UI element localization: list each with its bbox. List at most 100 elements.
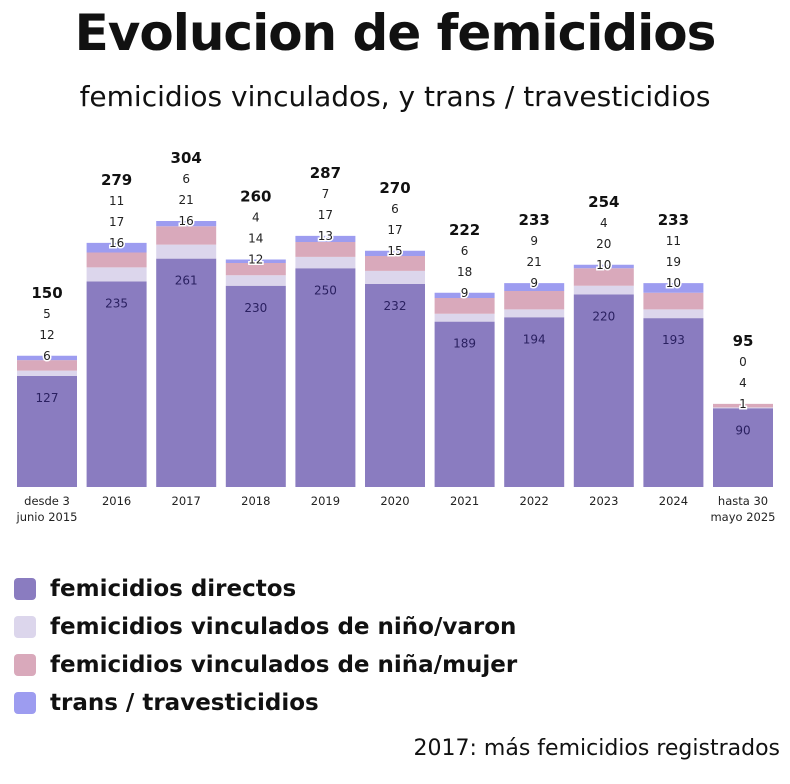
data-label-directos: 235 [105,296,128,310]
bar-segment-1 [573,285,634,295]
legend-swatch [14,578,36,600]
data-label-series-3: 5 [43,307,51,321]
data-label-total: 222 [449,221,480,239]
bar-segment-1 [365,270,425,284]
bar-segment-1 [504,309,565,318]
data-label-total: 279 [101,171,132,189]
bar-segment-1 [713,407,773,409]
legend-label: femicidios vinculados de niña/mujer [50,652,518,678]
legend-swatch [14,654,36,676]
bar-segment-0 [713,408,773,487]
data-label-series-1: 15 [387,244,402,258]
bar-segment-0 [156,258,217,487]
x-tick-label: desde 3 [24,494,70,508]
x-tick-label: 2019 [311,494,340,508]
data-label-series-2: 17 [387,223,402,237]
data-label-total: 254 [588,193,619,211]
data-label-series-2: 17 [318,208,333,222]
legend-item: femicidios vinculados de niño/varon [14,614,516,640]
bar-segment-1 [643,309,704,319]
x-tick-label: 2018 [241,494,270,508]
bar-segment-3 [434,292,495,298]
legend-label: trans / travesticidios [50,690,319,716]
data-label-series-2: 18 [457,265,472,279]
bar-segment-0 [434,321,495,487]
bar-segment-0 [504,317,565,487]
data-label-series-3: 11 [109,194,124,208]
x-tick-label: 2023 [589,494,618,508]
data-label-series-3: 0 [739,355,747,369]
data-label-series-2: 20 [596,237,611,251]
bar-segment-2 [225,263,286,276]
legend-swatch [14,616,36,638]
bar-segment-1 [225,275,286,286]
data-label-series-2: 4 [739,376,747,390]
bar-segment-2 [713,403,773,408]
bar-segment-1 [295,256,356,269]
bar-segment-3 [17,355,77,361]
bar-segment-3 [225,259,286,263]
bar-segment-2 [573,268,634,286]
data-label-directos: 230 [244,301,267,315]
data-label-total: 287 [310,164,341,182]
data-label-directos: 261 [175,274,198,288]
bar-segment-1 [156,244,217,259]
data-label-series-1: 6 [43,349,51,363]
data-label-series-2: 21 [527,255,542,269]
x-tick-label: 2020 [380,494,409,508]
data-label-series-2: 12 [39,328,54,342]
data-label-series-3: 6 [461,244,469,258]
legend-item: femicidios vinculados de niña/mujer [14,652,517,678]
bar-segment-0 [225,285,286,487]
data-label-series-1: 10 [666,276,681,290]
data-label-total: 233 [519,211,550,229]
data-label-series-2: 19 [666,255,681,269]
data-label-total: 233 [658,211,689,229]
legend-label: femicidios directos [50,576,297,602]
x-tick-label: 2024 [659,494,688,508]
data-label-total: 150 [31,284,62,302]
data-label-directos: 90 [735,423,750,437]
bar-segment-2 [86,252,147,268]
data-label-series-3: 6 [391,202,399,216]
data-label-series-3: 4 [252,211,260,225]
bar-segment-0 [643,318,704,487]
bar-segment-3 [365,250,425,256]
data-label-total: 95 [733,332,754,350]
data-label-series-3: 7 [322,187,330,201]
data-label-total: 270 [379,179,410,197]
data-label-series-1: 1 [739,397,747,411]
data-label-series-3: 9 [530,234,538,248]
bar-segment-2 [434,298,495,314]
bar-segment-1 [17,370,77,376]
legend-swatch [14,692,36,714]
data-label-directos: 193 [662,333,685,347]
x-tick-label: mayo 2025 [710,510,775,524]
data-label-series-1: 10 [596,258,611,272]
bar-segment-2 [156,226,217,245]
data-label-series-1: 9 [530,276,538,290]
data-label-directos: 232 [384,299,407,313]
data-label-series-3: 4 [600,216,608,230]
bar-segment-3 [643,283,704,293]
data-label-series-2: 17 [109,215,124,229]
data-label-directos: 220 [592,310,615,324]
bar-segment-0 [17,375,77,487]
bar-segment-2 [643,292,704,310]
data-label-series-3: 6 [182,172,190,186]
data-label-total: 260 [240,188,271,206]
x-tick-label: 2017 [172,494,201,508]
legend-item: trans / travesticidios [14,690,319,716]
data-label-directos: 127 [36,391,59,405]
data-label-series-1: 16 [179,214,194,228]
x-tick-label: junio 2015 [16,510,78,524]
x-tick-label: hasta 30 [718,494,768,508]
data-label-series-1: 13 [318,229,333,243]
bar-segment-0 [365,284,425,487]
bar-segment-3 [295,235,356,242]
chart-subtitle: femicidios vinculados, y trans / travest… [79,80,711,113]
data-label-series-1: 9 [461,286,469,300]
x-tick-label: 2022 [520,494,549,508]
legend-item: femicidios directos [14,576,296,602]
